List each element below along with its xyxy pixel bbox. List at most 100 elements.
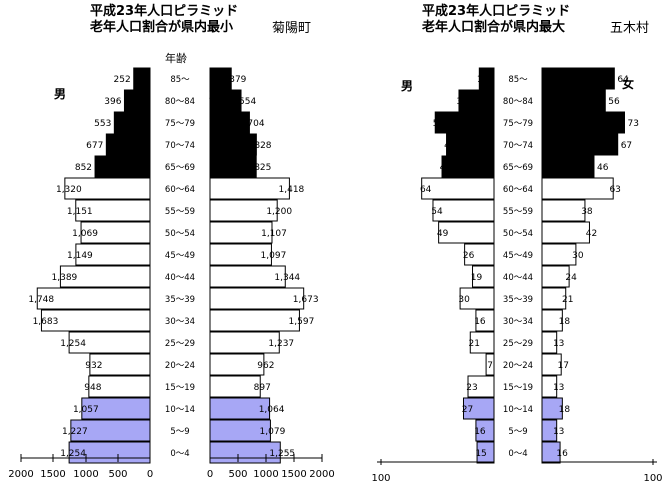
chart1-male-bar <box>81 397 151 420</box>
chart2-male-value: 46 <box>440 163 452 173</box>
chart2-female-bar <box>541 353 562 376</box>
chart1-male-tick-label: 500 <box>108 469 127 480</box>
chart1-male-value: 1,254 <box>60 449 86 459</box>
chart1-age-label: 60～64 <box>165 185 195 195</box>
chart1-female-value: 379 <box>229 75 246 85</box>
chart1-age-label: 65～69 <box>165 163 195 173</box>
chart1-age-label: 20～24 <box>165 361 195 371</box>
chart1-male-tick-label: 1000 <box>73 469 98 480</box>
chart1-female-value: 1,097 <box>261 251 287 261</box>
chart2-female-value: 13 <box>553 383 564 393</box>
chart2-male-value: 7 <box>487 361 493 371</box>
chart1-female-bar <box>209 265 286 288</box>
chart2-age-label: 25～29 <box>503 339 533 349</box>
chart1-female-value: 1,344 <box>274 273 300 283</box>
chart1-female-value: 1,064 <box>259 405 285 415</box>
chart2-female-bar <box>541 375 558 398</box>
chart1-male-bar <box>68 331 151 354</box>
chart1-male-value: 677 <box>86 141 103 151</box>
chart2-age-label: 10～14 <box>503 405 533 415</box>
chart1-female-value: 828 <box>254 141 271 151</box>
chart1-male-bar <box>89 353 151 376</box>
chart2-female-bar <box>541 155 595 178</box>
chart2-female-bar <box>541 419 558 442</box>
chart2-age-label: 0～4 <box>508 449 527 459</box>
chart2-female-bar <box>541 397 563 420</box>
chart1-age-label: 40～44 <box>165 273 195 283</box>
chart1-female-value: 1,255 <box>269 449 295 459</box>
chart2-age-label: 30～34 <box>503 317 533 327</box>
chart1-female-label: 女 <box>209 86 221 101</box>
chart1-female-bar <box>209 89 242 112</box>
chart1-age-label: 0～4 <box>170 449 189 459</box>
chart1-age-label: 10～14 <box>165 405 195 415</box>
chart2-male-value: 16 <box>474 427 486 437</box>
chart2-female-bar <box>541 199 586 222</box>
chart1-male-bar <box>105 133 151 156</box>
chart1-female-bar <box>209 67 232 90</box>
chart1-male-value: 852 <box>75 163 92 173</box>
chart2-male-bar <box>485 353 495 376</box>
chart1-female-bar <box>209 177 290 200</box>
chart1-male-tick-label: 0 <box>147 469 153 480</box>
chart1-male-bar <box>40 309 151 332</box>
chart1-male-value: 1,149 <box>67 251 93 261</box>
chart1-male-value: 1,069 <box>72 229 98 239</box>
chart2-male-value: 31 <box>457 97 468 107</box>
chart2-age-label: 70～74 <box>503 141 533 151</box>
chart1-male-value: 1,320 <box>56 185 82 195</box>
chart2-male-value: 19 <box>471 273 483 283</box>
chart1-female-bar <box>209 397 271 420</box>
chart1-age-label: 75～79 <box>165 119 195 129</box>
chart1-age-label: 35～39 <box>165 295 195 305</box>
chart1-female-value: 1,237 <box>268 339 294 349</box>
chart2-male-value: 30 <box>458 295 470 305</box>
chart1-female-bar <box>209 111 250 134</box>
chart1-male-bar <box>88 375 151 398</box>
chart1-town-name: 菊陽町 <box>272 21 312 36</box>
chart2-male-value: 52 <box>433 119 444 129</box>
chart1-age-label: 25～29 <box>165 339 195 349</box>
chart1-male-label: 男 <box>54 87 66 101</box>
chart1-female-bar <box>209 199 278 222</box>
chart1-female-tick-label: 1000 <box>253 469 278 480</box>
chart2-age-label: 15～19 <box>503 383 533 393</box>
chart2-female-bar <box>541 243 577 266</box>
chart1-male-bar <box>133 67 151 90</box>
chart1-age-label: 15～19 <box>165 383 195 393</box>
chart2-female-value: 13 <box>553 427 564 437</box>
chart1-female-value: 554 <box>239 97 256 107</box>
chart1-age-label: 80～84 <box>165 97 195 107</box>
chart1-female-value: 1,079 <box>260 427 286 437</box>
chart1-male-bar <box>36 287 151 310</box>
chart2-female-value: 63 <box>609 185 620 195</box>
chart1-male-value: 1,683 <box>33 317 59 327</box>
chart2-female-bar <box>541 177 614 200</box>
chart1-female-tick-label: 0 <box>207 469 213 480</box>
chart2-title-line2: 老年人口割合が県内最大 <box>422 20 566 35</box>
chart2-male-bar <box>467 375 495 398</box>
chart2-female-value: 67 <box>621 141 632 151</box>
chart2-male-bar <box>472 265 495 288</box>
chart2-male-bar <box>459 287 495 310</box>
chart1-male-bar <box>75 243 151 266</box>
chart2-male-value: 21 <box>469 339 480 349</box>
chart1-female-bar <box>209 353 265 376</box>
chart1-male-bar <box>64 177 151 200</box>
chart2-female-value: 21 <box>562 295 573 305</box>
chart2-male-bar <box>446 133 495 156</box>
chart2-age-label: 35～39 <box>503 295 533 305</box>
chart2-male-bar <box>462 397 495 420</box>
chart1-age-header: 年齢 <box>165 51 187 65</box>
chart1-male-value: 553 <box>94 119 111 129</box>
chart2-male-value: 49 <box>437 229 449 239</box>
chart1-female-bar <box>209 133 257 156</box>
chart1-male-value: 1,748 <box>28 295 54 305</box>
chart2-female-bar <box>541 265 570 288</box>
chart2-male-value: 27 <box>462 405 473 415</box>
chart1-age-label: 30～34 <box>165 317 195 327</box>
chart2-female-value: 18 <box>559 317 571 327</box>
chart2-male-value: 13 <box>477 75 488 85</box>
chart1-male-value: 1,254 <box>60 339 86 349</box>
